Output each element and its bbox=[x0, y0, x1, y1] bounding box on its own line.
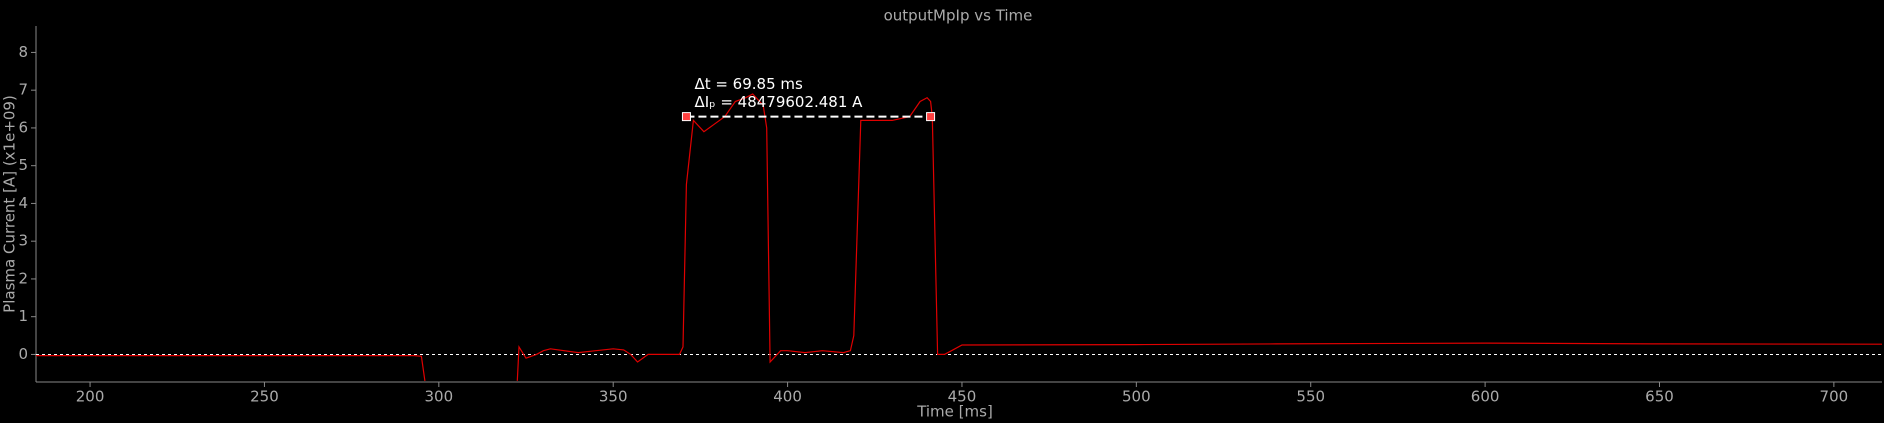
y-axis-label: Plasma Current [A] (x1e+09) bbox=[1, 95, 19, 313]
measurement-annotation: Δt = 69.85 ms bbox=[694, 75, 803, 93]
x-axis-label: Time [ms] bbox=[916, 403, 993, 421]
y-tick-label: 5 bbox=[18, 156, 28, 174]
chart-title: outputMpIp vs Time bbox=[884, 7, 1033, 25]
y-tick-label: 2 bbox=[18, 269, 28, 287]
x-tick-label: 450 bbox=[948, 388, 977, 406]
x-tick-label: 400 bbox=[773, 388, 802, 406]
measurement-marker bbox=[681, 112, 691, 122]
y-tick-label: 6 bbox=[18, 118, 28, 136]
x-tick-label: 500 bbox=[1122, 388, 1151, 406]
y-tick-label: 3 bbox=[18, 232, 28, 250]
x-tick-label: 650 bbox=[1645, 388, 1674, 406]
y-tick-label: 0 bbox=[18, 345, 28, 363]
y-tick-label: 7 bbox=[18, 81, 28, 99]
x-tick-label: 350 bbox=[599, 388, 628, 406]
y-tick-label: 8 bbox=[18, 43, 28, 61]
x-tick-label: 550 bbox=[1296, 388, 1325, 406]
x-tick-label: 250 bbox=[250, 388, 279, 406]
y-tick-label: 1 bbox=[18, 307, 28, 325]
x-tick-label: 200 bbox=[76, 388, 105, 406]
x-tick-label: 700 bbox=[1820, 388, 1849, 406]
measurement-marker bbox=[926, 112, 936, 122]
x-tick-label: 300 bbox=[425, 388, 454, 406]
y-tick-label: 4 bbox=[18, 194, 28, 212]
x-tick-label: 600 bbox=[1471, 388, 1500, 406]
measurement-annotation: ΔIₚ = 48479602.481 A bbox=[694, 93, 863, 111]
